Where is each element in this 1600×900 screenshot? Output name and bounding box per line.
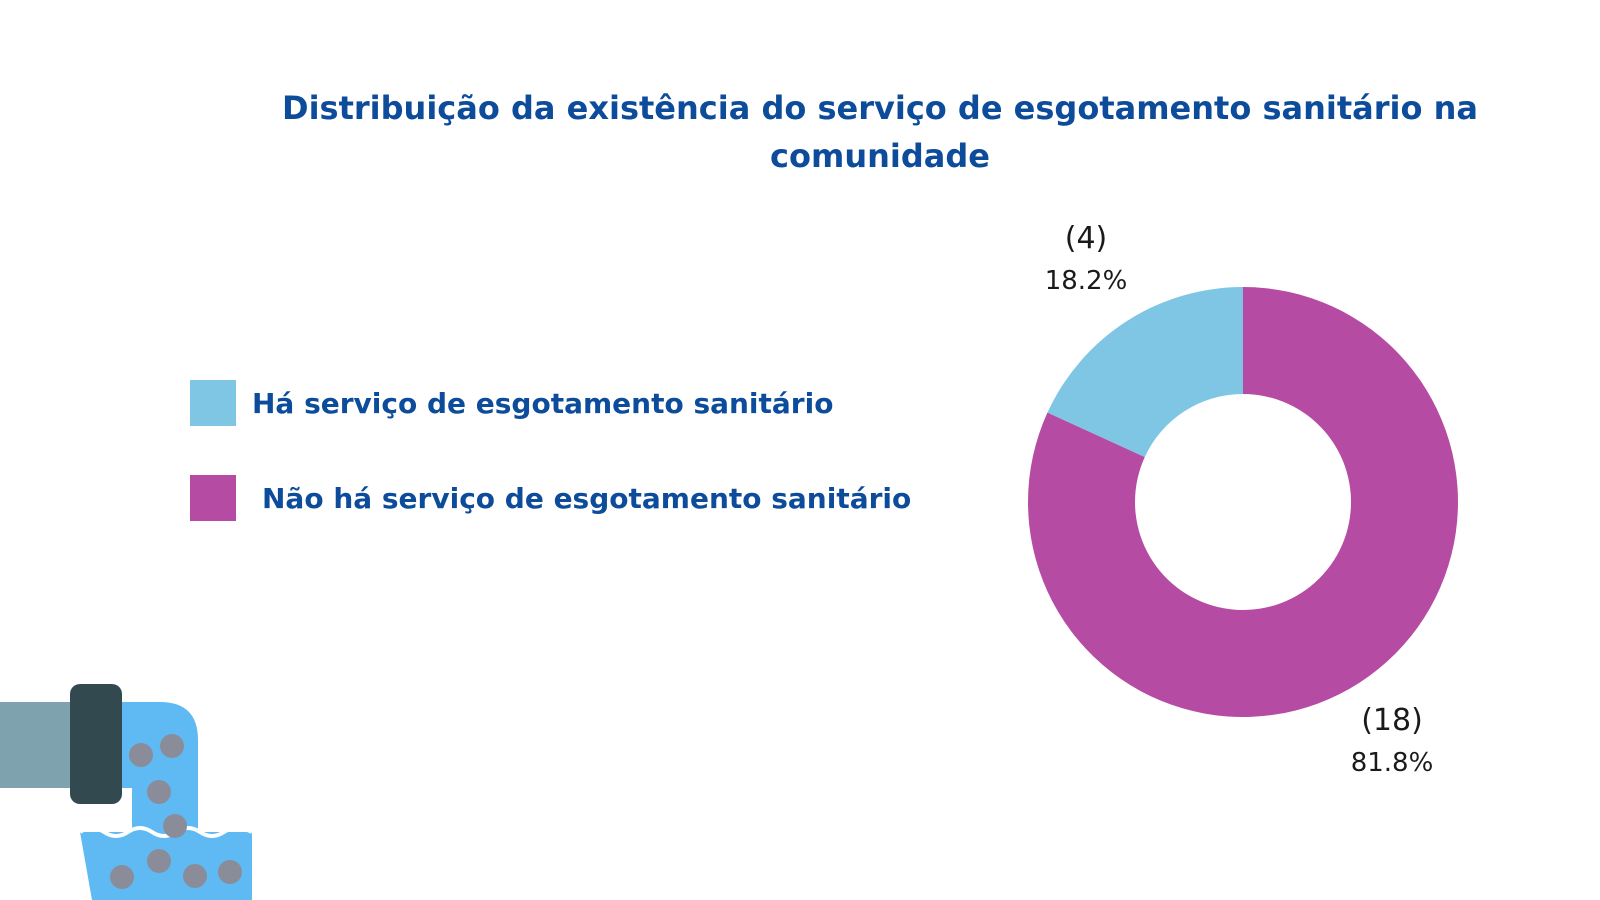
donut-slice-no-service [1027, 287, 1458, 717]
data-label-has-service: (4) 18.2% [1016, 218, 1156, 302]
legend-label-no-service: Não há serviço de esgotamento sanitário [262, 481, 912, 515]
data-label-percent-no-service: 81.8% [1350, 748, 1434, 778]
legend-swatch-no-service [190, 475, 236, 521]
chart-title: Distribuição da existência do serviço de… [282, 89, 1478, 175]
legend-item-no-service: Não há serviço de esgotamento sanitário [190, 475, 911, 521]
data-label-count-has-service: (4) [1064, 221, 1108, 256]
data-label-percent-has-service: 18.2% [1044, 266, 1128, 296]
sewer-pipe-icon [0, 684, 253, 900]
legend-label-has-service: Há serviço de esgotamento sanitário [252, 386, 834, 420]
data-label-count-no-service: (18) [1361, 703, 1423, 738]
data-label-no-service: (18) 81.8% [1322, 700, 1462, 784]
legend-item-has-service: Há serviço de esgotamento sanitário [190, 380, 833, 426]
donut-slice-has-service [1047, 287, 1243, 458]
legend-swatch-has-service [190, 380, 236, 426]
